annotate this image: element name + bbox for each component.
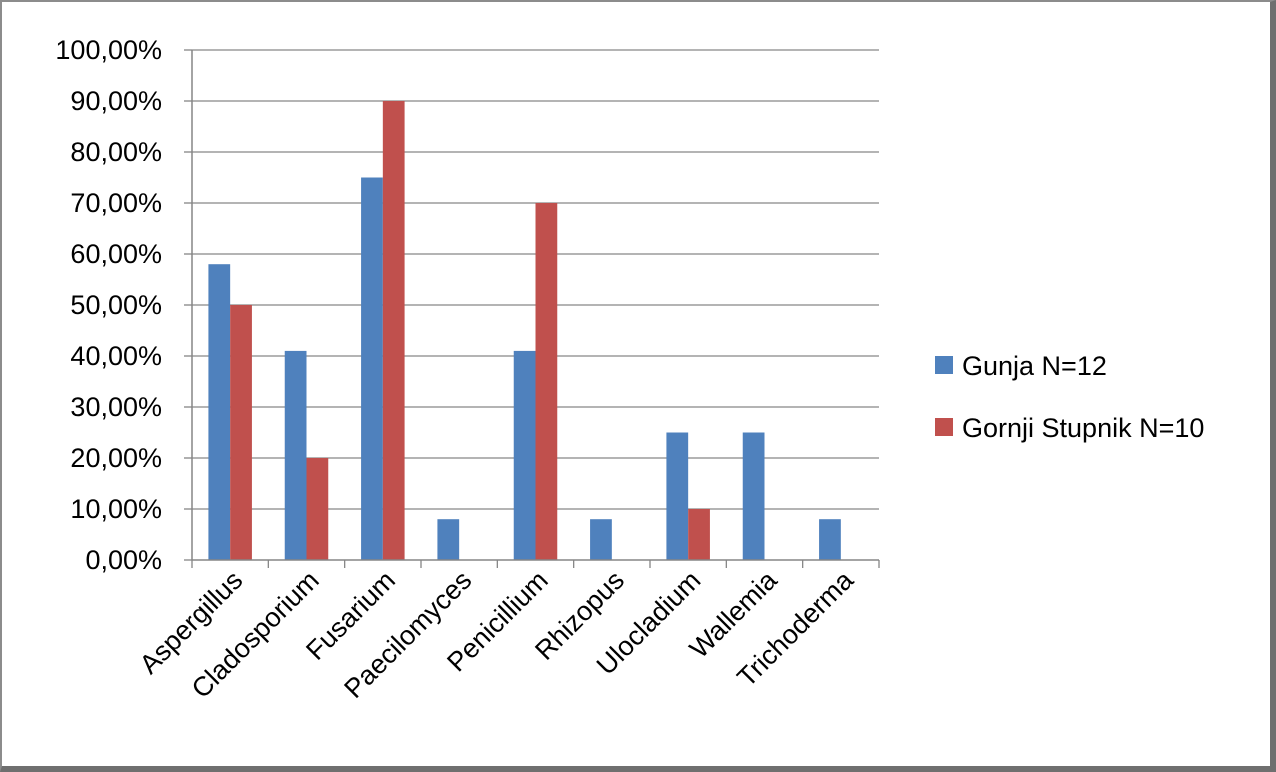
y-tick-label: 40,00% (70, 341, 162, 371)
axes (184, 49, 880, 568)
legend: Gunja N=12 Gornji Stupnik N=10 (935, 351, 1204, 443)
bar-paecilomyces-series-1 (437, 519, 460, 560)
y-tick-label: 90,00% (70, 86, 162, 116)
bar-rhizopus-series-1 (590, 519, 612, 560)
y-tick-label: 100,00% (55, 35, 162, 65)
y-tick-label: 20,00% (70, 443, 162, 473)
bar-cladosporium-series-1 (284, 350, 307, 560)
y-tick-label: 0,00% (85, 545, 162, 575)
bar-aspergillus-series-1 (208, 264, 231, 560)
bar-wallemia-series-1 (742, 432, 765, 560)
y-tick-label: 60,00% (70, 239, 162, 269)
bar-aspergillus-series-2 (230, 305, 252, 560)
legend-label: Gornji Stupnik N=10 (962, 413, 1204, 443)
y-tick-label: 80,00% (70, 137, 162, 167)
y-axis-tick-labels: 0,00% 10,00% 20,00% 30,00% 40,00% 50,00% 60,00… (55, 35, 162, 575)
bar-ulocladium-series-2 (688, 509, 710, 560)
y-tick-label: 70,00% (70, 188, 162, 218)
y-tick-label: 50,00% (70, 290, 162, 320)
y-tick-label: 10,00% (70, 494, 162, 524)
bar-fusarium-series-2 (382, 101, 405, 560)
x-axis-tick-labels: AspergillusCladosporiumFusariumPaecilomy… (134, 564, 860, 704)
y-tick-label: 30,00% (70, 392, 162, 422)
bar-fusarium-series-1 (361, 177, 383, 560)
bar-penicillium-series-2 (535, 203, 558, 560)
bar-trichoderma-series-1 (819, 519, 841, 560)
bars (208, 101, 841, 560)
bar-ulocladium-series-1 (666, 432, 689, 560)
legend-swatch (935, 356, 953, 374)
legend-label: Gunja N=12 (962, 351, 1107, 381)
bar-penicillium-series-1 (513, 350, 536, 560)
bar-cladosporium-series-2 (306, 458, 329, 560)
legend-swatch (935, 418, 953, 436)
